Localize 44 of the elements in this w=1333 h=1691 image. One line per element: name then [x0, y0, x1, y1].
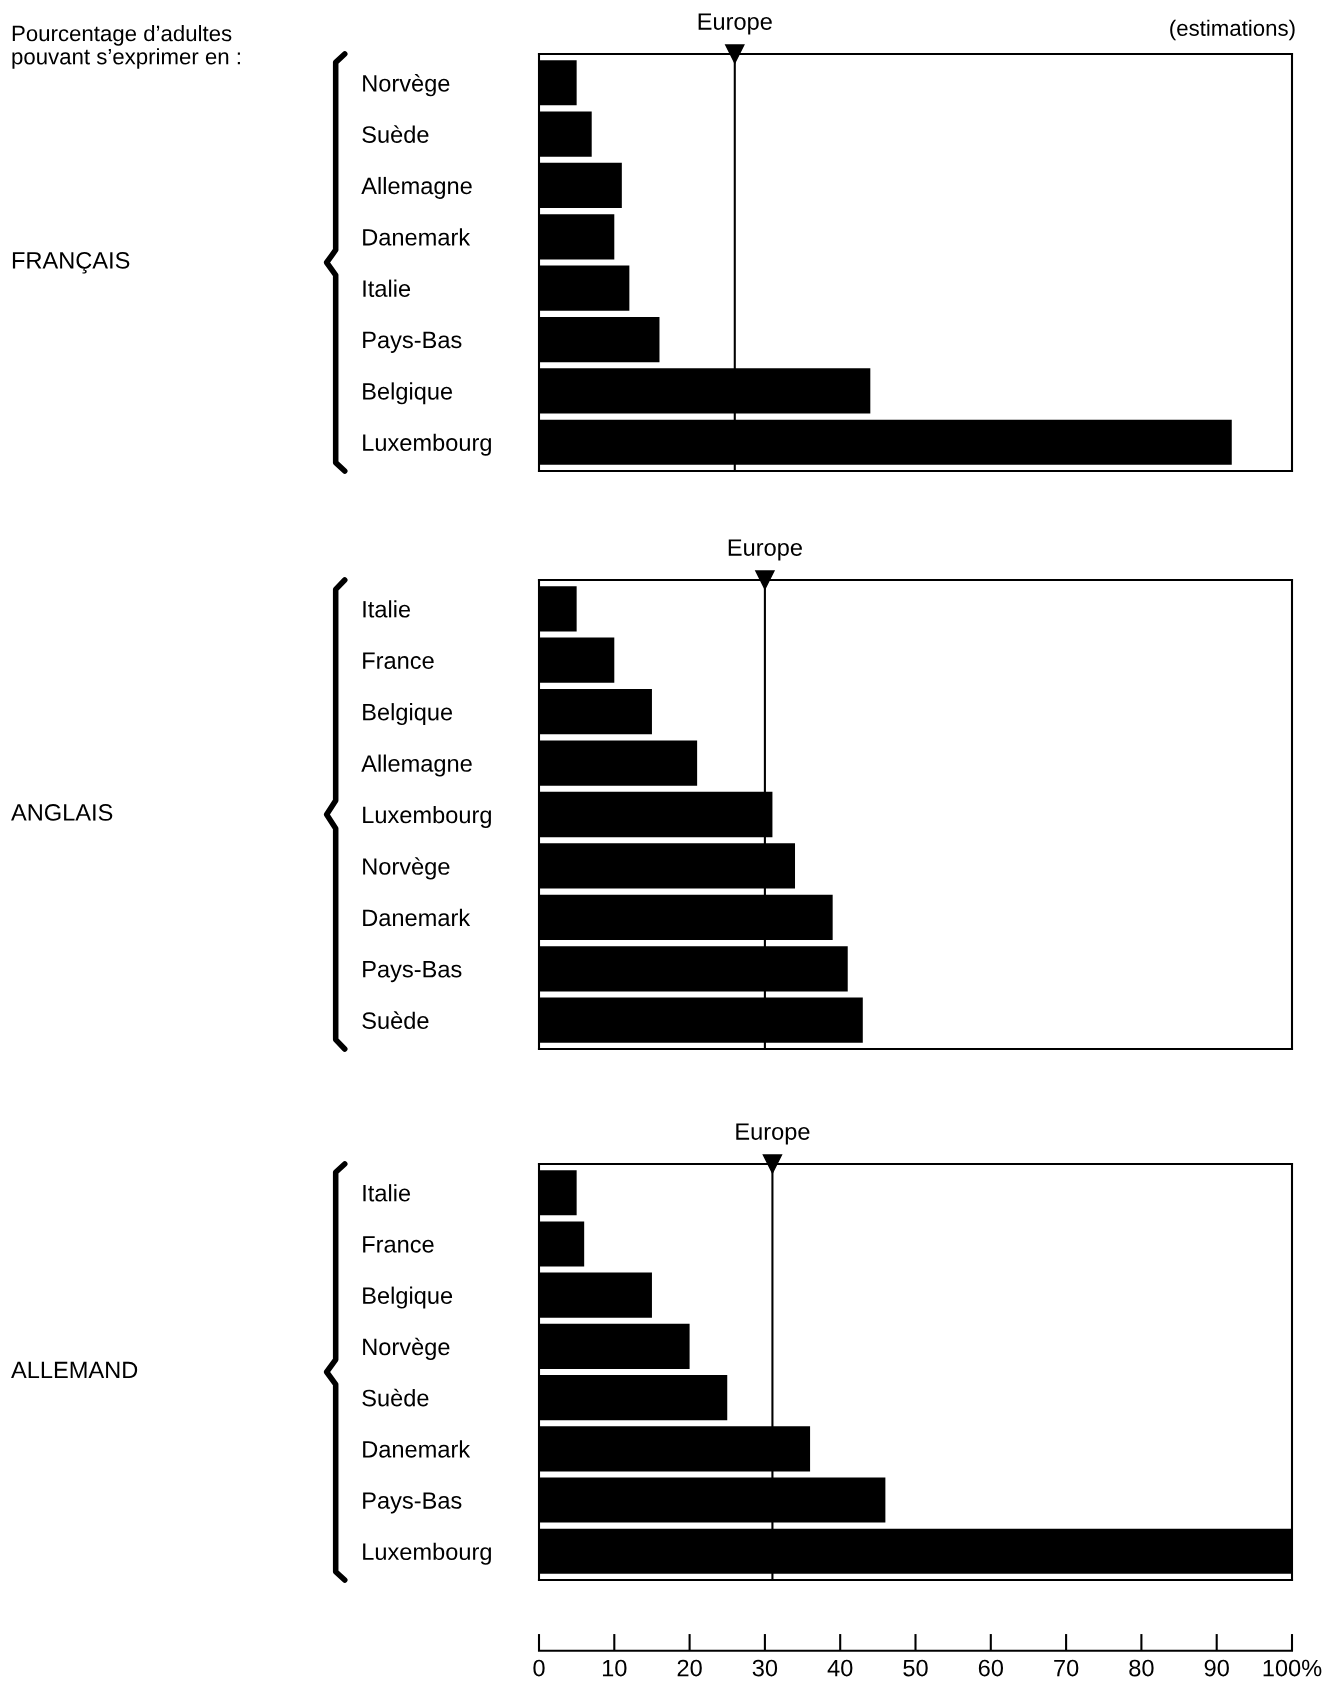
- y-tick-label: Norvège: [363, 857, 450, 880]
- y-tick-label: Danemark: [363, 908, 471, 927]
- x-tick-label: 90: [1204, 1659, 1229, 1677]
- y-tick-label: Norvège: [363, 74, 450, 97]
- x-tick-label: 40: [827, 1659, 853, 1677]
- ref-line-label: Europe: [728, 539, 802, 561]
- x-tick-label: 0: [533, 1659, 545, 1677]
- x-tick-label: 30: [752, 1659, 778, 1677]
- y-tick-label: Luxembourg: [363, 433, 491, 456]
- x-tick-label: 20: [677, 1659, 702, 1677]
- y-tick-label: Danemark: [363, 1440, 471, 1458]
- y-tick-label: Pays-Bas: [363, 1492, 462, 1514]
- x-tick-label: 10: [602, 1659, 627, 1677]
- x-tick-label: 70: [1054, 1659, 1079, 1677]
- y-tick-label: Luxembourg: [363, 1542, 491, 1565]
- y-axis-title: ALLEMAND: [11, 1361, 138, 1379]
- text: Pourcentage d’adultes pouvant s’exprimer en :: [12, 25, 240, 69]
- y-tick-label: Pays-Bas: [363, 961, 462, 983]
- y-axis-title: ANGLAIS: [11, 804, 113, 821]
- y-tick-label: Allemagne: [361, 754, 472, 777]
- text: (estimations): [1170, 19, 1295, 41]
- y-axis-title: FRANÇAIS: [12, 252, 130, 274]
- y-tick-label: Belgique: [363, 1286, 453, 1309]
- x-tick-label: 50: [903, 1659, 928, 1677]
- y-tick-label: Pays-Bas: [363, 331, 462, 353]
- y-tick-label: Italie: [363, 279, 411, 297]
- ref-line-label: Europe: [736, 1123, 810, 1145]
- x-tick-label: 80: [1129, 1659, 1154, 1677]
- y-tick-label: Italie: [363, 600, 411, 618]
- y-tick-label: Italie: [363, 1184, 411, 1202]
- x-tick-label: 60: [978, 1659, 1004, 1677]
- y-tick-label: Suède: [362, 1011, 429, 1029]
- y-tick-label: Suède: [362, 125, 429, 143]
- y-tick-label: Danemark: [363, 228, 471, 246]
- y-tick-label: Norvège: [363, 1337, 450, 1360]
- ref-line-label: Europe: [698, 13, 772, 35]
- y-tick-label: France: [363, 652, 434, 670]
- y-tick-label: Allemagne: [361, 176, 472, 199]
- x-tick-label: 100%: [1263, 1659, 1322, 1677]
- y-tick-label: Belgique: [363, 703, 453, 726]
- y-tick-label: Belgique: [363, 382, 453, 405]
- y-tick-label: France: [363, 1236, 434, 1253]
- y-tick-label: Luxembourg: [363, 805, 491, 828]
- y-tick-label: Suède: [362, 1388, 429, 1407]
